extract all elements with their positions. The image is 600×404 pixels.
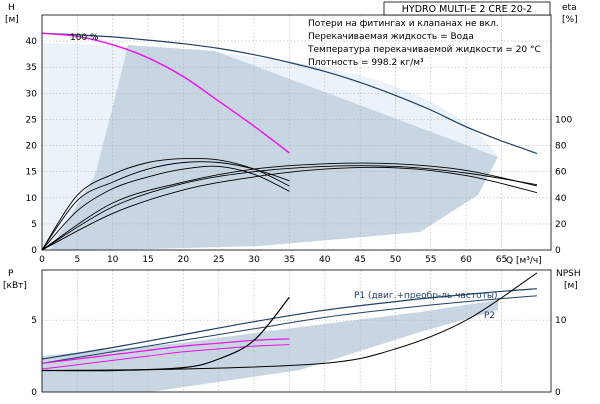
y-tick-label-head: 20: [26, 142, 38, 152]
y-tick-label-head: 5: [31, 220, 37, 230]
npsh-curve-single: [42, 296, 290, 372]
annotation-liquid: Перекачиваемая жидкость = Вода: [308, 32, 474, 42]
bottom-plot-frame: [41, 269, 552, 393]
efficiency-curve-max: [42, 162, 537, 250]
y-tick-label-npsh: 10: [555, 316, 567, 326]
operating-range-area: [50, 45, 498, 250]
power-p1-curve-max: [42, 288, 537, 360]
x-axis-label: Q [м³/ч]: [506, 256, 542, 266]
power-p2-curve-single: [42, 344, 290, 370]
y-axis-unit-power: [кВт]: [3, 281, 27, 291]
y-tick-label-eta: 0: [555, 246, 561, 256]
x-tick-label: 0: [39, 255, 45, 265]
y-axis-label-power: P: [8, 269, 14, 279]
x-tick-label: 15: [142, 255, 153, 265]
y-tick-label-head: 40: [26, 37, 38, 47]
y-tick-label-head: 30: [26, 89, 38, 99]
x-tick-label: 60: [460, 255, 472, 265]
x-tick-label: 10: [107, 255, 119, 265]
legend-p1: P1 (двиг.+преобр-ль частоты): [354, 291, 498, 301]
top-plot-frame: [41, 14, 552, 251]
y-tick-label-power: 5: [31, 316, 37, 326]
x-tick-label: 50: [390, 255, 402, 265]
chart-title-box: [383, 1, 551, 16]
x-tick-label: 40: [319, 255, 331, 265]
power-p2-curve-max: [42, 295, 537, 364]
power-p1-curve-single: [42, 338, 290, 364]
y-tick-label-head: 25: [26, 115, 37, 125]
y-tick-label-power: 0: [31, 388, 37, 398]
annotation-density: Плотность = 998.2 кг/м³: [308, 58, 424, 68]
legend-p2: P2: [484, 311, 495, 321]
y-tick-label-eta: 80: [555, 142, 567, 152]
y-axis-unit-head: [м]: [5, 15, 19, 25]
y-tick-label-head: 35: [26, 63, 37, 73]
y-tick-label-eta: 60: [555, 168, 567, 178]
x-tick-label: 35: [284, 255, 295, 265]
efficiency-curve-max: [42, 165, 537, 250]
efficiency-curve-single: [42, 161, 290, 250]
y-tick-label-npsh: 0: [555, 388, 561, 398]
head-curve-max: [42, 32, 538, 154]
y-axis-label-npsh: NPSH: [556, 269, 581, 279]
x-tick-label: 5: [74, 255, 80, 265]
npsh-curve-max: [42, 272, 538, 371]
y-tick-label-eta: 40: [555, 194, 567, 204]
efficiency-curve-max: [42, 166, 538, 250]
x-tick-label: 20: [178, 255, 190, 265]
x-tick-label: 45: [354, 255, 365, 265]
y-tick-label-eta: 20: [555, 220, 567, 230]
y-axis-unit-eta: [%]: [562, 15, 578, 25]
efficiency-curve-single: [42, 165, 290, 250]
y-tick-label-head: 15: [26, 168, 37, 178]
x-tick-label: 25: [213, 255, 224, 265]
annotation-fittings: Потери на фитингах и клапанах не вкл.: [308, 19, 499, 29]
y-tick-label-head: 0: [31, 246, 37, 256]
x-tick-label: 65: [496, 255, 507, 265]
x-tick-label: 55: [425, 255, 436, 265]
y-axis-unit-npsh: [м]: [564, 281, 578, 291]
y-axis-label-eta: eta: [562, 3, 577, 13]
y-tick-label-eta: 100: [555, 115, 572, 125]
y-tick-label-head: 10: [26, 194, 38, 204]
y-axis-label-head: H: [8, 3, 15, 13]
head-curve-single: [42, 32, 290, 154]
chart-title: HYDRO MULTI-E 2 CRE 20-2: [402, 4, 532, 15]
x-tick-label: 30: [248, 255, 260, 265]
annotation-temperature: Температура перекачиваемой жидкости = 20…: [307, 45, 541, 55]
curve-label-100-percent: 100 %: [70, 33, 99, 43]
